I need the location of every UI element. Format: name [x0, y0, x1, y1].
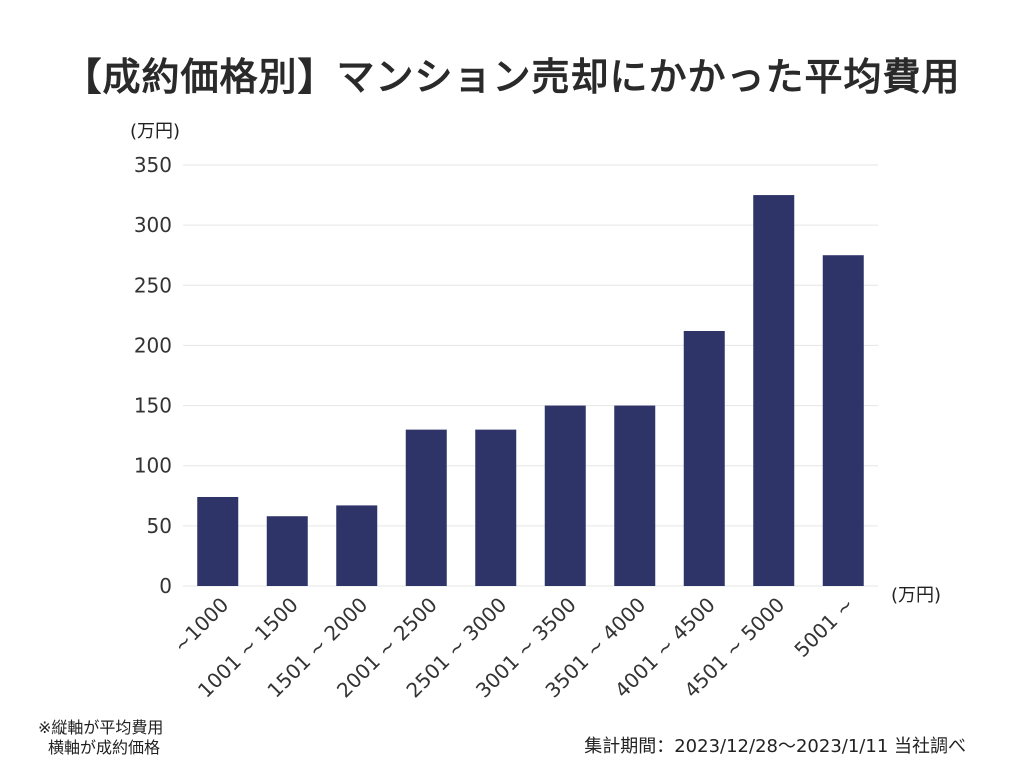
y-tick-label: 300: [134, 213, 172, 237]
bar: [336, 505, 378, 586]
footnote-y-axis: ※縦軸が平均費用: [38, 718, 164, 737]
footnote-source: 集計期間：2023/12/28〜2023/1/11 当社調べ: [584, 736, 966, 757]
y-axis-unit-label: (万円): [130, 121, 180, 142]
y-tick-label: 100: [134, 454, 172, 478]
bar: [614, 405, 656, 586]
y-axis-ticks: 0 50 100 150 200 250 300 350: [134, 153, 172, 598]
y-tick-label: 0: [159, 574, 172, 598]
x-tick-label: 5001 ~: [789, 593, 858, 662]
footnote-x-axis: 横軸が成約価格: [48, 738, 161, 757]
chart-title: 【成約価格別】マンション売却にかかった平均費用: [63, 55, 961, 99]
bars: [197, 195, 864, 587]
y-tick-label: 150: [134, 394, 172, 418]
footnote-axes: ※縦軸が平均費用 横軸が成約価格: [38, 718, 163, 758]
y-tick-label: 50: [147, 514, 172, 538]
bar: [683, 330, 725, 586]
bar: [822, 255, 864, 586]
y-tick-label: 200: [134, 333, 172, 357]
y-tick-label: 250: [134, 273, 172, 297]
bar: [544, 405, 586, 586]
bar: [405, 429, 447, 586]
bar: [266, 516, 308, 586]
x-tick-label: ~1000: [168, 593, 233, 658]
bar: [753, 195, 795, 587]
x-axis-unit-label: (万円): [891, 585, 941, 606]
y-tick-label: 350: [134, 153, 172, 177]
bar: [197, 496, 239, 586]
bar: [475, 429, 517, 586]
